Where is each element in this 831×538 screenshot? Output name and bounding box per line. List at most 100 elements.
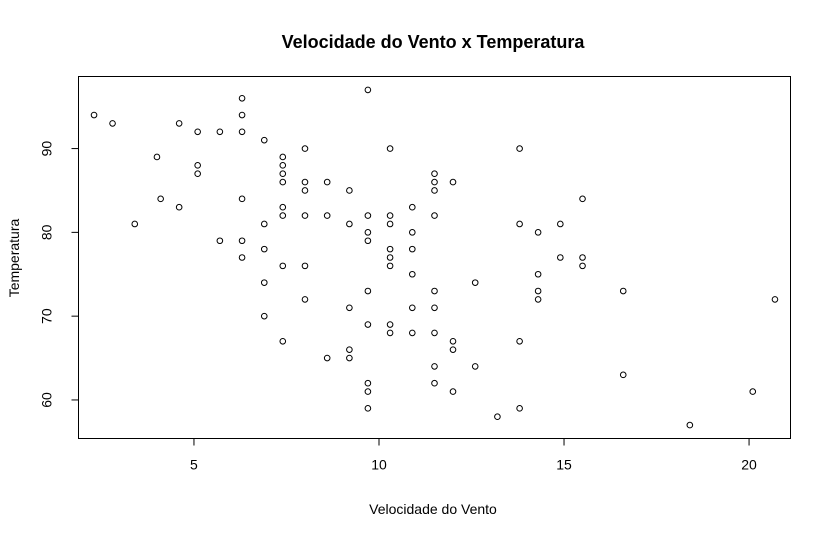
data-point bbox=[346, 220, 353, 228]
data-point bbox=[386, 212, 394, 219]
data-point bbox=[364, 86, 372, 94]
data-point bbox=[346, 346, 353, 353]
data-point bbox=[771, 296, 779, 303]
data-point bbox=[364, 405, 372, 412]
data-point bbox=[431, 178, 438, 186]
data-point bbox=[109, 120, 116, 127]
data-point bbox=[279, 203, 287, 211]
data-point bbox=[279, 212, 287, 219]
data-point bbox=[260, 220, 268, 228]
x-axis-label: Velocidade do Vento bbox=[369, 501, 497, 517]
data-point bbox=[449, 346, 457, 353]
data-point bbox=[301, 178, 309, 186]
data-point bbox=[260, 136, 268, 144]
data-point bbox=[175, 120, 183, 127]
data-point bbox=[557, 220, 564, 228]
data-point bbox=[194, 162, 201, 169]
data-point bbox=[386, 321, 394, 328]
data-point bbox=[216, 128, 224, 136]
data-point bbox=[471, 363, 479, 370]
data-point bbox=[279, 178, 287, 186]
data-point bbox=[238, 111, 246, 119]
data-point bbox=[323, 178, 331, 186]
data-point bbox=[153, 153, 161, 161]
data-point bbox=[301, 262, 309, 270]
data-point bbox=[238, 128, 246, 136]
data-point bbox=[408, 245, 416, 253]
data-point bbox=[579, 195, 586, 203]
data-point bbox=[619, 371, 627, 379]
data-point bbox=[157, 195, 164, 203]
data-point bbox=[194, 170, 201, 178]
data-point bbox=[619, 287, 627, 295]
data-point bbox=[364, 212, 372, 219]
data-point bbox=[260, 312, 268, 320]
data-point bbox=[534, 270, 542, 278]
data-point bbox=[579, 262, 586, 270]
data-point bbox=[279, 170, 287, 178]
data-point bbox=[301, 187, 309, 194]
data-point bbox=[516, 405, 523, 412]
y-tick-label: 90 bbox=[39, 141, 55, 157]
chart-title: Velocidade do Vento x Temperatura bbox=[282, 32, 586, 52]
data-point bbox=[494, 413, 501, 421]
data-point bbox=[449, 388, 457, 395]
data-point bbox=[431, 170, 438, 178]
data-point bbox=[386, 145, 394, 152]
data-point bbox=[408, 329, 416, 337]
data-point bbox=[364, 237, 372, 245]
data-point bbox=[175, 203, 183, 211]
y-axis-label: Temperatura bbox=[6, 218, 22, 297]
data-point bbox=[194, 128, 201, 136]
data-point bbox=[323, 354, 331, 362]
data-point bbox=[431, 379, 438, 387]
data-point bbox=[408, 229, 416, 236]
data-point bbox=[408, 270, 416, 278]
data-point bbox=[449, 337, 457, 345]
data-point bbox=[749, 388, 757, 395]
data-point bbox=[260, 279, 268, 286]
data-point bbox=[431, 212, 438, 219]
data-point bbox=[279, 337, 287, 345]
data-point bbox=[408, 304, 416, 312]
data-point bbox=[579, 254, 586, 261]
data-point bbox=[364, 321, 372, 328]
data-point bbox=[471, 279, 479, 286]
data-point bbox=[386, 245, 394, 253]
x-tick-label: 20 bbox=[741, 457, 757, 473]
data-point bbox=[131, 220, 139, 228]
data-point bbox=[386, 262, 394, 270]
data-point bbox=[431, 329, 438, 337]
data-point bbox=[238, 254, 246, 261]
data-point bbox=[431, 304, 438, 312]
data-point bbox=[238, 195, 246, 203]
x-tick-label: 10 bbox=[371, 457, 387, 473]
data-point bbox=[386, 254, 394, 261]
data-point bbox=[216, 237, 224, 245]
y-tick-label: 60 bbox=[39, 392, 55, 408]
data-point bbox=[238, 237, 246, 245]
x-tick-label: 5 bbox=[190, 457, 198, 473]
data-point bbox=[364, 379, 372, 387]
y-tick-label: 70 bbox=[39, 308, 55, 324]
data-point bbox=[534, 296, 542, 303]
data-point bbox=[431, 287, 438, 295]
data-point bbox=[301, 296, 309, 303]
x-tick-label: 15 bbox=[556, 457, 572, 473]
data-point bbox=[386, 220, 394, 228]
data-point bbox=[346, 187, 353, 194]
data-point bbox=[557, 254, 564, 261]
data-point bbox=[346, 304, 353, 312]
data-point bbox=[364, 229, 372, 236]
data-point bbox=[431, 187, 438, 194]
data-point bbox=[516, 220, 523, 228]
data-point bbox=[323, 212, 331, 219]
y-axis: 60 70 80 90 bbox=[39, 141, 79, 408]
data-point bbox=[279, 262, 287, 270]
data-point bbox=[686, 421, 694, 429]
data-point bbox=[431, 363, 438, 370]
data-point bbox=[90, 111, 98, 119]
x-axis: 5 10 15 20 bbox=[190, 438, 757, 473]
data-point bbox=[408, 203, 416, 211]
